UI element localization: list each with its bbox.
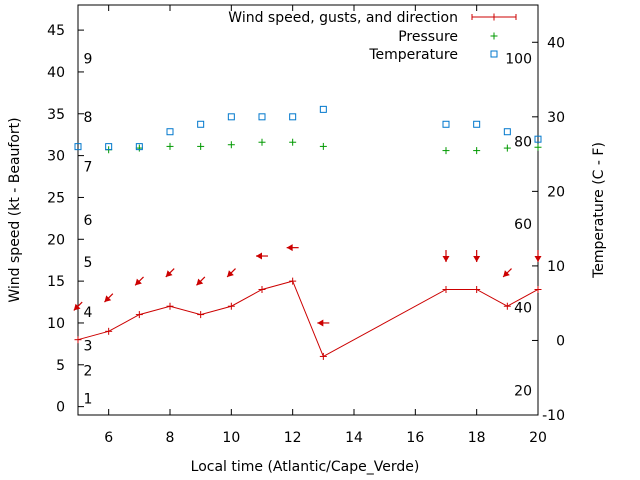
wind-direction-arrowhead <box>227 270 234 277</box>
y-tick-label: 10 <box>47 316 65 332</box>
legend-label: Pressure <box>398 29 458 45</box>
wind-direction-arrowhead <box>534 256 542 263</box>
wind-direction-arrowhead <box>473 256 481 263</box>
x-tick-label: 14 <box>345 430 363 446</box>
x-tick-label: 12 <box>284 430 302 446</box>
y2-tick-label: 40 <box>547 35 565 51</box>
temperature-point <box>289 113 297 121</box>
plot-border <box>77 4 539 416</box>
fahrenheit-label: 100 <box>505 52 532 68</box>
fahrenheit-label: 80 <box>514 134 532 150</box>
x-tick-label: 18 <box>468 430 486 446</box>
y-tick-label: 35 <box>47 107 65 123</box>
legend-marker-temperature <box>490 50 498 58</box>
wind-direction-arrowhead <box>256 252 262 260</box>
beaufort-label: 5 <box>84 255 93 271</box>
fahrenheit-label: 60 <box>514 217 532 233</box>
y2-tick-label: 0 <box>556 333 565 349</box>
temperature-point <box>442 120 450 128</box>
beaufort-label: 8 <box>84 110 93 126</box>
x-tick-label: 6 <box>104 430 113 446</box>
y-tick-label: 20 <box>47 232 65 248</box>
y-tick-label: 30 <box>47 149 65 165</box>
beaufort-label: 4 <box>84 305 93 321</box>
y-tick-label: 15 <box>47 274 65 290</box>
y2-axis-label: Temperature (C - F) <box>591 142 607 279</box>
temperature-point <box>319 105 327 113</box>
beaufort-label: 1 <box>84 391 93 407</box>
temperature-point <box>197 120 205 128</box>
beaufort-label: 7 <box>84 159 93 175</box>
temperature-point <box>473 120 481 128</box>
temperature-point <box>135 143 143 151</box>
temperature-point <box>503 128 511 136</box>
x-tick-label: 20 <box>529 430 547 446</box>
wind-direction-arrowhead <box>196 278 204 286</box>
temperature-point <box>166 128 174 136</box>
series-layer <box>73 105 542 360</box>
series-wind-speed-gusts-and-direction <box>73 244 542 360</box>
fahrenheit-label: 20 <box>514 383 532 399</box>
wind-direction-arrowhead <box>286 244 293 252</box>
y2-tick-label: 10 <box>547 259 565 275</box>
fahrenheit-label: 40 <box>514 301 532 317</box>
y-tick-label: 5 <box>56 358 65 374</box>
temperature-point <box>74 143 82 151</box>
wind-direction-arrowhead <box>503 270 510 277</box>
x-tick-label: 8 <box>166 430 175 446</box>
wind-direction-arrowhead <box>135 278 142 286</box>
wind-direction-arrowhead <box>165 270 173 277</box>
legend-label: Wind speed, gusts, and direction <box>228 10 458 26</box>
y-tick-label: 25 <box>47 190 65 206</box>
series-temperature <box>74 105 542 151</box>
temperature-point <box>534 135 542 143</box>
y2-tick-label: -10 <box>542 408 565 424</box>
temperature-point <box>227 113 235 121</box>
axis-ticks: 6 8 10 12 14 16 18 20051015202530354045-1001020… <box>47 5 565 446</box>
wind-direction-arrowhead <box>73 303 81 311</box>
legend: Wind speed, gusts, and direction Pressure… <box>228 10 517 63</box>
y-axis-label: Wind speed (kt - Beaufort) <box>7 117 23 302</box>
y2-tick-label: 20 <box>547 184 565 200</box>
x-tick-label: 10 <box>222 430 240 446</box>
y-tick-label: 45 <box>47 23 65 39</box>
legend-label: Temperature <box>368 47 458 63</box>
x-tick-label: 16 <box>406 430 424 446</box>
beaufort-label: 3 <box>84 339 93 355</box>
wind-direction-arrowhead <box>104 295 112 303</box>
plot-frame <box>77 4 539 416</box>
series-pressure <box>105 138 542 155</box>
wind-direction-arrowhead <box>317 319 324 327</box>
x-axis-label: Local time (Atlantic/Cape_Verde) <box>191 459 420 475</box>
y-tick-label: 0 <box>56 400 65 416</box>
beaufort-label: 9 <box>84 52 93 68</box>
temperature-point <box>258 113 266 121</box>
wind-direction-arrowhead <box>442 256 450 263</box>
beaufort-label: 6 <box>84 213 93 229</box>
y-tick-label: 40 <box>47 65 65 81</box>
beaufort-label: 2 <box>84 364 93 380</box>
wind-line <box>77 280 539 358</box>
temperature-point <box>105 143 113 151</box>
y2-tick-label: 30 <box>547 110 565 126</box>
